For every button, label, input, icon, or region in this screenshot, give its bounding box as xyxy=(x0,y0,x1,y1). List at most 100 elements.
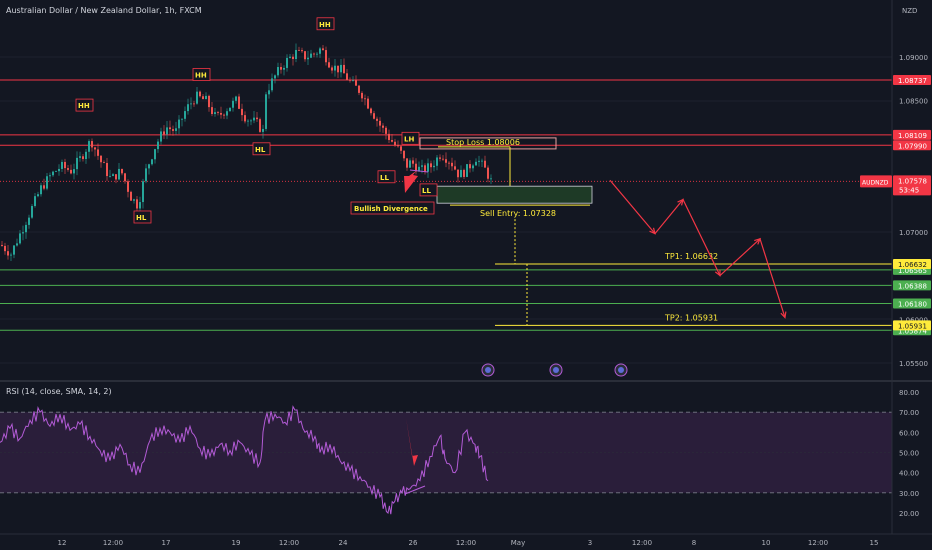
price-tick-label: 1.08500 xyxy=(899,98,928,106)
candle-body xyxy=(145,168,147,182)
time-tick-label: May xyxy=(511,539,525,547)
candle-body xyxy=(328,62,330,68)
time-tick-label: 12:00 xyxy=(103,539,123,547)
candle-body xyxy=(31,206,33,218)
candle-body xyxy=(241,108,243,116)
candle-body xyxy=(10,254,12,256)
candle-body xyxy=(448,162,450,164)
candle-body xyxy=(427,163,429,172)
candle-body xyxy=(49,175,51,177)
swing-label-box xyxy=(316,17,335,31)
swing-label-box xyxy=(133,210,152,224)
candle-body xyxy=(211,107,213,115)
time-tick-label: 12 xyxy=(58,539,67,547)
candle-body xyxy=(214,112,216,115)
swing-label-text: LL xyxy=(422,187,431,195)
candle-body xyxy=(208,95,210,108)
level-price-label: 1.06180 xyxy=(898,301,927,309)
candle-body xyxy=(382,125,384,128)
candle-body xyxy=(127,181,129,192)
candle-body xyxy=(304,51,306,60)
currency-label: NZD xyxy=(902,7,917,15)
price-pane[interactable]: Stop Loss 1.08006 Sell Entry: 1.07328 TP1:… xyxy=(0,17,892,377)
candle-body xyxy=(442,158,444,160)
swing-label-text: HL xyxy=(136,214,147,222)
sell-entry-label: Sell Entry: 1.07328 xyxy=(480,209,556,218)
candle-body xyxy=(346,73,348,80)
candle-body xyxy=(265,94,267,129)
candle-body xyxy=(25,224,27,233)
swing-label-text: LL xyxy=(380,174,389,182)
chart-title: Australian Dollar / New Zealand Dollar, … xyxy=(6,6,202,15)
candle-body xyxy=(16,243,18,246)
candle-body xyxy=(61,161,63,169)
tp1-label: TP1: 1.06632 xyxy=(664,252,718,261)
projection-arrowhead xyxy=(677,198,684,206)
candle-body xyxy=(244,115,246,122)
price-axis[interactable]: 1.09000 1.08500 1.07000 1.06000 1.05500 1.087… xyxy=(860,0,931,534)
time-tick-label: 12:00 xyxy=(456,539,476,547)
candle-body xyxy=(274,75,276,79)
candle-body xyxy=(133,199,135,201)
candle-body xyxy=(58,168,60,172)
candle-body xyxy=(76,157,78,170)
rsi-grid xyxy=(0,383,893,534)
candle-body xyxy=(478,160,480,162)
symbol-tag-label: AUDNZD xyxy=(862,179,889,186)
candle-body xyxy=(118,168,120,180)
candle-body xyxy=(292,56,294,60)
candle-body xyxy=(121,168,123,174)
stop-loss-label: Stop Loss 1.08006 xyxy=(446,138,520,147)
candle-body xyxy=(136,199,138,209)
time-tick-label: 12:00 xyxy=(279,539,299,547)
candle-body xyxy=(283,67,285,70)
candle-body xyxy=(232,100,234,108)
time-tick-label: 8 xyxy=(692,539,696,547)
candle-body xyxy=(391,139,393,142)
swing-label-box xyxy=(419,183,438,197)
candle-body xyxy=(418,166,420,172)
candle-body xyxy=(229,107,231,112)
candle-body xyxy=(178,119,180,129)
rsi-pane[interactable]: RSI (14, close, SMA, 14, 2) 80.00 70.00 60… xyxy=(0,383,919,534)
candle-body xyxy=(379,120,381,126)
event-icons[interactable] xyxy=(481,363,628,377)
level-price-label: 1.08109 xyxy=(898,132,927,140)
projection-arrowhead xyxy=(780,311,787,319)
candle-body xyxy=(148,164,150,169)
candle-body xyxy=(358,85,360,93)
swing-label-box xyxy=(192,68,211,81)
level-price-label: 1.05874 xyxy=(898,327,927,335)
candle-body xyxy=(55,171,57,172)
candle-body xyxy=(280,67,282,70)
candle-body xyxy=(109,175,111,177)
candle-body xyxy=(154,149,156,160)
candle-body xyxy=(277,67,279,76)
candle-body xyxy=(7,251,9,256)
candle-body xyxy=(187,104,189,112)
price-tick-label: 1.07000 xyxy=(899,229,928,237)
projection-path xyxy=(609,179,787,319)
candle-body xyxy=(199,91,201,97)
time-axis[interactable]: 12 12:00 17 19 12:00 24 26 12:00 May 3 12:00 8 10 12:… xyxy=(58,539,879,547)
candle-body xyxy=(238,96,240,109)
candle-body xyxy=(349,79,351,81)
candle-body xyxy=(163,131,165,135)
candle-body xyxy=(325,50,327,63)
candle-body xyxy=(313,53,315,55)
candle-body xyxy=(100,155,102,163)
current-price-label: 1.07578 xyxy=(898,177,927,185)
time-tick-label: 12:00 xyxy=(632,539,652,547)
candle-body xyxy=(79,156,81,158)
time-tick-label: 26 xyxy=(409,539,418,547)
candle-body xyxy=(316,53,318,55)
candle-body xyxy=(421,165,423,167)
level-price-label: 1.06388 xyxy=(898,282,927,290)
candle-body xyxy=(463,169,465,177)
rsi-axis[interactable]: 80.00 70.00 60.00 50.00 40.00 30.00 20.00 xyxy=(899,389,919,518)
candle-body xyxy=(319,48,321,54)
candle-body xyxy=(67,168,69,170)
rsi-tick-label: 80.00 xyxy=(899,389,919,397)
candle-body xyxy=(436,157,438,166)
